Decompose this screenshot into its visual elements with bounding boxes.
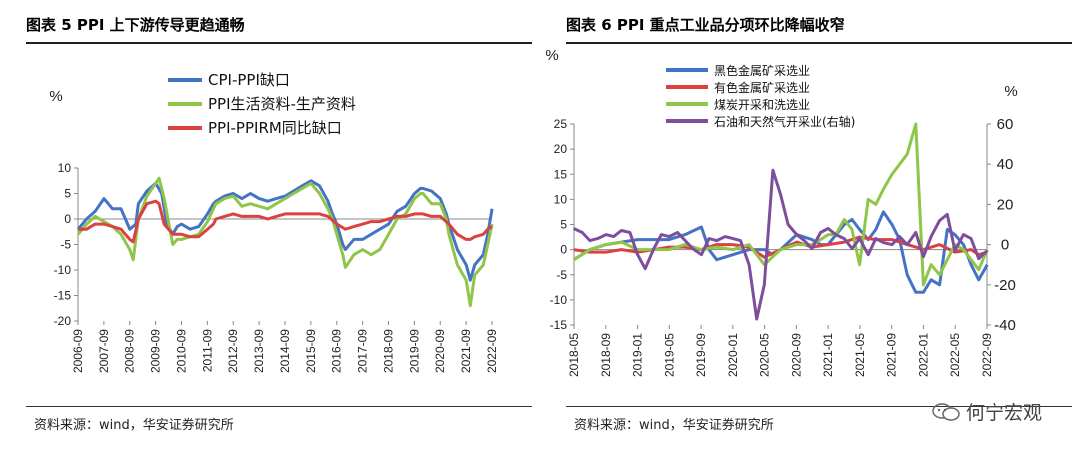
right-x-tick-label: 2018-05 <box>567 333 581 377</box>
right-x-tick-label: 2021-09 <box>885 333 899 377</box>
right-x-tick-label: 2021-05 <box>853 333 867 377</box>
right-y2-tick-label: 60 <box>997 116 1014 133</box>
wechat-icon <box>932 403 960 421</box>
source-rule <box>26 406 532 407</box>
left-legend-label: PPI生活资料-生产资料 <box>208 95 356 113</box>
right-legend-label: 黑色金属矿采选业 <box>714 63 810 78</box>
source-rule <box>566 406 1072 407</box>
source-note-right: 资料来源：wind，华安证券研究所 <box>574 418 774 433</box>
left-series-line-2 <box>76 176 494 308</box>
right-y-tick-label: 15 <box>554 167 568 181</box>
left-x-tick-label: 2013-09 <box>252 329 266 373</box>
right-y2-tick-label: -40 <box>994 317 1016 334</box>
left-x-tick-label: 2014-09 <box>278 329 292 373</box>
right-figure: 图表 6 PPI 重点工业品分项环比降幅收窄 -15 -10 -5 0 5 10 15 20 2… <box>540 0 1080 463</box>
left-x-tick-label: 2018-09 <box>381 329 395 373</box>
left-x-tick-label: 2009-09 <box>149 329 163 373</box>
right-x-tick-label: 2020-09 <box>789 333 803 377</box>
right-x-tick-label: 2022-09 <box>980 333 994 377</box>
right-x-tick-label: 2022-01 <box>916 333 930 377</box>
left-x-tick-label: 2010-09 <box>174 329 188 373</box>
left-x-tick-label: 2017-09 <box>356 329 370 373</box>
right-legend-label: 煤炭开采和洗选业 <box>714 98 810 112</box>
right-y-tick-label: 0 <box>560 243 567 257</box>
watermark-text: 何宁宏观 <box>965 402 1042 424</box>
right-x-tick-label: 2019-09 <box>694 333 708 377</box>
watermark: 何宁宏观 <box>932 398 1042 425</box>
chart-left: -20 -15 -10 -5 0 5 10% 2006-09 2007-09 2008-09 200… <box>49 71 499 373</box>
left-figure: 图表 5 PPI 上下游传导更趋通畅 -20 -15 -10 -5 0 5 10% 2006-… <box>26 16 532 433</box>
right-series-line-4 <box>573 168 989 321</box>
title-underline <box>566 42 1072 44</box>
right-x-tick-label: 2018-09 <box>599 333 613 377</box>
left-y-tick-label: -10 <box>54 263 72 277</box>
left-x-tick-label: 2012-09 <box>226 329 240 373</box>
left-x-tick-label: 2015-09 <box>304 329 318 373</box>
left-x-tick-label: 2006-09 <box>71 329 85 373</box>
left-x-tick-label: 2008-09 <box>123 329 137 373</box>
right-y-tick-label: -10 <box>550 293 568 307</box>
left-series-line-3 <box>78 199 493 244</box>
left-x-tick-label: 2021-09 <box>459 329 473 373</box>
right-y-tick-label: 5 <box>560 218 567 232</box>
left-x-tick-label: 2022-09 <box>485 329 499 373</box>
right-y-tick-label: 25 <box>554 117 568 131</box>
left-y-tick-label: -5 <box>60 238 71 252</box>
right-x-tick-label: 2022-05 <box>948 333 962 377</box>
left-x-tick-label: 2016-09 <box>330 329 344 373</box>
right-x-tick-label: 2019-05 <box>662 333 676 377</box>
right-x-tick-label: 2021-01 <box>821 333 835 377</box>
right-y-tick-label: 10 <box>554 192 568 206</box>
right-x-tick-label: 2020-01 <box>726 333 740 377</box>
left-y-tick-label: 10 <box>58 161 72 175</box>
right-x-tick-label: 2020-05 <box>758 333 772 377</box>
figure-5-title: 图表 5 PPI 上下游传导更趋通畅 <box>26 16 245 34</box>
right-y2-tick-label: 20 <box>997 196 1014 213</box>
left-y-tick-label: 0 <box>64 212 71 226</box>
right-y2-axis-label: % <box>1004 83 1017 100</box>
source-note-left: 资料来源：wind，华安证券研究所 <box>34 418 234 433</box>
left-y-tick-label: -20 <box>54 314 72 328</box>
right-y-tick-label: 20 <box>554 142 568 156</box>
right-y-tick-label: -5 <box>556 268 567 282</box>
left-x-tick-label: 2011-09 <box>200 329 214 372</box>
right-legend-label: 石油和天然气开采业(右轴) <box>714 114 855 129</box>
left-x-tick-label: 2007-09 <box>97 329 111 373</box>
right-x-tick-label: 2019-01 <box>631 333 645 377</box>
right-y2-tick-label: -20 <box>994 277 1016 294</box>
right-y-tick-label: -15 <box>550 318 568 332</box>
left-y-tick-label: 5 <box>64 187 71 201</box>
left-x-tick-label: 2020-09 <box>433 329 447 373</box>
title-underline <box>26 42 532 44</box>
right-y-axis-label: % <box>545 47 558 64</box>
left-x-tick-label: 2019-09 <box>407 329 421 373</box>
left-y-tick-label: -15 <box>54 289 72 303</box>
left-y-axis-label: % <box>49 88 62 105</box>
right-y2-tick-label: 40 <box>997 156 1014 173</box>
chart-right: -15 -10 -5 0 5 10 15 20 25% -40 -20 0 20 40 60% 2018-05… <box>545 47 1017 377</box>
right-series-line-3 <box>572 122 989 287</box>
figure-6-title: 图表 6 PPI 重点工业品分项环比降幅收窄 <box>566 16 845 34</box>
left-legend-label: CPI-PPI缺口 <box>208 71 290 89</box>
right-y2-tick-label: 0 <box>1001 237 1009 254</box>
right-legend-label: 有色金属矿采选业 <box>714 80 810 95</box>
left-series-line-1 <box>76 179 494 282</box>
left-legend-label: PPI-PPIRM同比缺口 <box>208 119 342 137</box>
